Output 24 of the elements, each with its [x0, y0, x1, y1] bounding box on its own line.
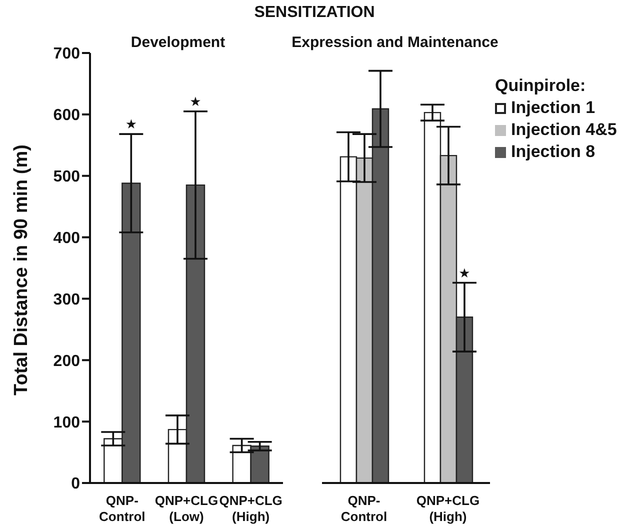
x-tick-label: QNP- Control: [99, 493, 146, 524]
y-tick-label: 400: [53, 230, 80, 247]
y-tick-label: 500: [53, 168, 80, 186]
chart-subtitle: Expression and Maintenance: [290, 34, 500, 51]
legend-title: Quinpirole:: [495, 75, 587, 97]
annotation: ★: [125, 118, 137, 133]
x-tick-label: QNP+CLG (High): [416, 493, 480, 524]
x-tick-label: QNP+CLG (Low): [154, 493, 218, 524]
y-tick-label: 300: [53, 291, 80, 308]
annotation: ★: [458, 266, 470, 282]
y-tick-label: 600: [53, 107, 80, 124]
legend-label: Injection 1: [510, 97, 596, 119]
x-tick-label: QNP+CLG (High): [219, 493, 282, 524]
legend-label: Injection 8: [510, 141, 596, 163]
annotation: ★: [190, 94, 202, 110]
y-axis-title: Total Distance in 90 min (m): [11, 144, 32, 396]
chart-title: SENSITIZATION: [253, 4, 376, 22]
y-tick-label: 0: [71, 476, 80, 493]
legend-label: Injection 4&5: [510, 119, 618, 141]
y-tick-label: 200: [53, 352, 80, 370]
y-tick-label: 700: [53, 46, 80, 63]
y-tick-label: 100: [53, 414, 80, 432]
chart-subtitle: Development: [130, 34, 226, 51]
x-tick-label: QNP- Control: [340, 493, 388, 524]
